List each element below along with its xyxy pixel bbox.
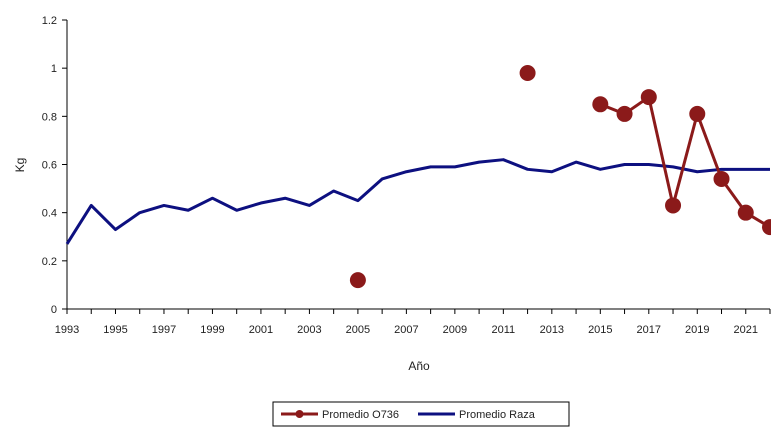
x-axis-label: Año [408, 359, 430, 373]
legend-label-o736: Promedio O736 [322, 409, 399, 421]
y-tick-label: 0.4 [42, 208, 57, 220]
legend: Promedio O736 Promedio Raza [272, 401, 570, 427]
y-axis-label: Kg [13, 158, 27, 173]
legend-box [272, 401, 570, 427]
x-tick-label: 2001 [249, 324, 273, 336]
data-point-promedio-o736 [665, 197, 682, 214]
data-point-promedio-o736 [519, 64, 536, 81]
data-point-promedio-o736 [713, 170, 730, 187]
x-tick-label: 1995 [103, 324, 127, 336]
x-tick-label: 2011 [492, 324, 516, 336]
data-point-promedio-o736 [640, 89, 657, 106]
data-point-promedio-o736 [762, 219, 771, 236]
series-line-promedio-raza [65, 158, 770, 245]
y-tick-label: 0.6 [42, 160, 57, 172]
y-tick-label: 1.2 [42, 15, 57, 27]
x-tick-label: 2005 [346, 324, 370, 336]
x-tick-label: 2019 [685, 324, 709, 336]
data-point-promedio-o736 [689, 105, 706, 122]
x-tick-label: 1999 [200, 324, 224, 336]
x-tick-label: 2003 [297, 324, 321, 336]
x-tick-label: 2013 [540, 324, 564, 336]
data-point-promedio-o736 [349, 272, 366, 289]
data-point-promedio-o736 [592, 96, 609, 113]
x-tick-label: 1993 [55, 324, 79, 336]
series-layer [65, 64, 771, 289]
x-axis: 1993 1995 1997 1999 2001 2003 2005 2007 2009 2011… [55, 308, 771, 336]
y-axis: 0 0.2 0.4 0.6 0.8 1 1.2 [42, 15, 68, 316]
x-tick-label: 2007 [394, 324, 418, 336]
y-tick-label: 0.2 [42, 256, 57, 268]
y-tick-label: 0 [51, 304, 57, 316]
data-point-promedio-o736 [737, 204, 754, 221]
legend-label-raza: Promedio Raza [459, 409, 536, 421]
x-tick-label: 2009 [443, 324, 467, 336]
x-tick-label: 1997 [152, 324, 176, 336]
x-tick-label: 2021 [734, 324, 758, 336]
y-tick-label: 0.8 [42, 111, 57, 123]
legend-swatch-o736-marker [295, 410, 304, 418]
data-point-promedio-o736 [616, 105, 633, 122]
x-tick-label: 2017 [637, 324, 661, 336]
x-tick-label: 2015 [588, 324, 612, 336]
y-tick-label: 1 [51, 63, 57, 75]
